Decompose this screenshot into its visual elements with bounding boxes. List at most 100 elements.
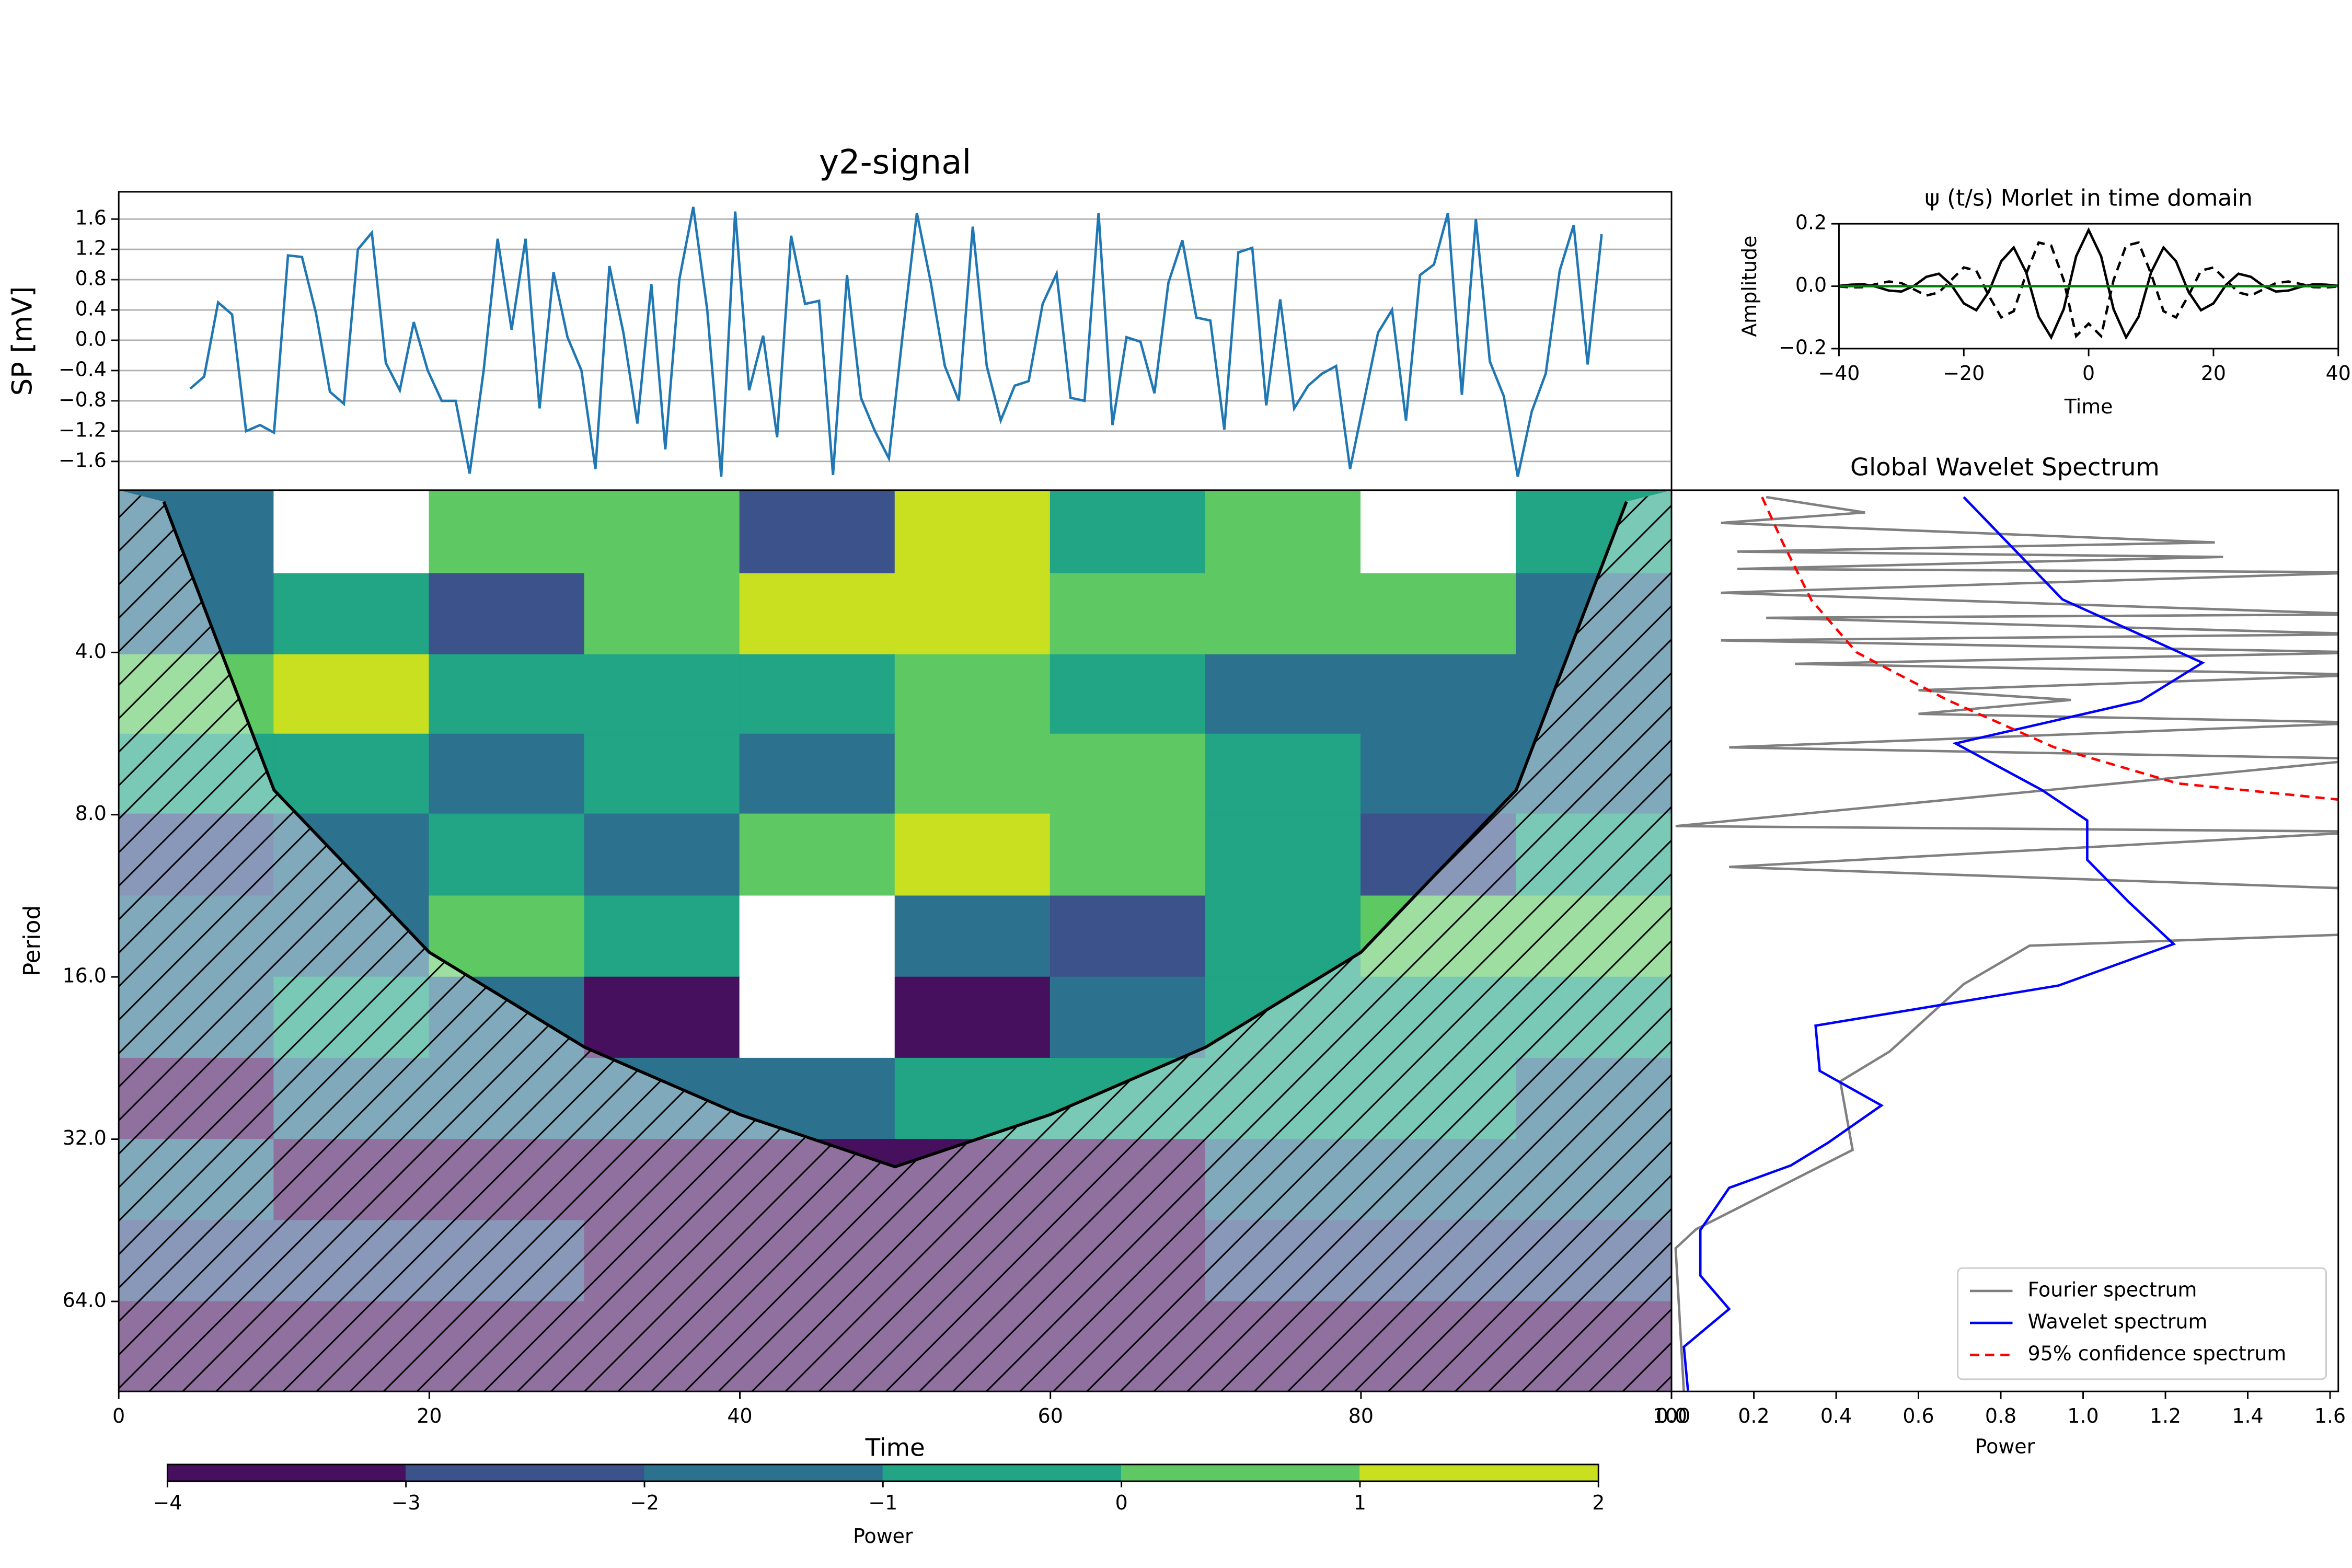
contour-cell — [739, 490, 896, 574]
data-line — [1682, 496, 2205, 1391]
y-tick-label: 1.2 — [75, 237, 107, 260]
x-tick-label: 0.8 — [1985, 1404, 2016, 1427]
y-axis-label: Amplitude — [1738, 236, 1761, 337]
legend-label: 95% confidence spectrum — [2028, 1342, 2287, 1365]
colorbar-tick-label: −4 — [153, 1491, 182, 1514]
x-tick-label: 20 — [2201, 362, 2226, 385]
y-tick-label: 0.8 — [75, 267, 107, 290]
axes-frame — [1670, 489, 2339, 1392]
contour-cell — [739, 654, 896, 735]
contour-cell — [584, 813, 741, 897]
contour-cell — [429, 654, 585, 735]
y-tick-label: 64.0 — [63, 1288, 107, 1311]
colorbar-frame — [166, 1463, 1599, 1482]
data-line — [1839, 241, 2338, 339]
x-tick-label: 1.4 — [2232, 1404, 2263, 1427]
x-tick-label: 40 — [727, 1404, 752, 1427]
contour-cell — [584, 573, 741, 655]
data-line — [1674, 495, 2338, 1392]
y-tick-label: −1.2 — [59, 418, 107, 441]
x-tick-label: 1.0 — [2067, 1404, 2099, 1427]
contour-cell — [894, 654, 1051, 735]
contour-cell — [1205, 490, 1362, 574]
contour-cell — [894, 976, 1051, 1059]
legend: Fourier spectrum Wavelet spectrum 95% conf… — [1957, 1267, 2327, 1380]
y-tick-label: 4.0 — [75, 640, 107, 663]
x-tick-label: 0.2 — [1738, 1404, 1769, 1427]
contour-cell — [1205, 654, 1362, 735]
x-tick-label: 1.2 — [2150, 1404, 2181, 1427]
colorbar-band — [882, 1464, 1122, 1482]
y-tick-label: 8.0 — [75, 802, 107, 825]
y-tick-label: −0.2 — [1779, 336, 1827, 359]
contour-cell — [894, 733, 1051, 815]
contour-cell — [584, 733, 741, 815]
contour-cell — [429, 573, 585, 655]
colorbar-tick-label: 0 — [1115, 1491, 1128, 1514]
x-tick-label: 0 — [2082, 362, 2095, 385]
chart-title: y2-signal — [819, 143, 971, 182]
contour-cell — [584, 976, 741, 1059]
contour-cell — [1205, 733, 1362, 815]
contour-cell — [1050, 895, 1206, 978]
contour-cell — [894, 895, 1051, 978]
colorbar-band — [405, 1464, 645, 1482]
contour-cell — [584, 895, 741, 978]
contour-cell — [894, 813, 1051, 897]
x-axis-label: Time — [865, 1433, 925, 1461]
contour-cell — [1205, 813, 1362, 897]
contour-cell — [739, 813, 896, 897]
contour-cell — [273, 733, 430, 815]
y-tick-label: −0.4 — [59, 358, 107, 381]
colorbar-band — [167, 1464, 407, 1482]
axes-frame — [1838, 223, 2339, 350]
contour-cell — [1361, 654, 1517, 735]
x-tick-label: 0.6 — [1903, 1404, 1934, 1427]
data-line — [189, 206, 1603, 477]
y-tick-label: −0.8 — [59, 388, 107, 411]
contour-cell — [1205, 573, 1362, 655]
colorbar-tick-label: −1 — [868, 1491, 897, 1514]
y-axis-label: SP [mV] — [7, 286, 39, 396]
coi-hatch — [119, 490, 1672, 1392]
contour-cell — [1361, 490, 1517, 574]
x-tick-label: 60 — [1038, 1404, 1063, 1427]
contour-cell — [273, 573, 430, 655]
chart-title: Global Wavelet Spectrum — [1850, 453, 2160, 481]
colorbar-band — [1121, 1464, 1361, 1482]
x-tick-label: −20 — [1943, 362, 1985, 385]
legend-box — [1957, 1267, 2327, 1380]
contour-cell — [1050, 654, 1206, 735]
contour-cell — [429, 733, 585, 815]
colorbar-tick-label: −2 — [630, 1491, 659, 1514]
colorbar-band — [644, 1464, 884, 1482]
y-tick-label: 16.0 — [63, 964, 107, 987]
contour-cell — [1205, 895, 1362, 978]
contour-cell — [739, 976, 896, 1059]
contour-cell — [1050, 573, 1206, 655]
x-tick-label: 80 — [1348, 1404, 1374, 1427]
contour-cell — [739, 895, 896, 978]
colorbar-label: Power — [853, 1525, 913, 1548]
x-tick-label: 1.6 — [2314, 1404, 2346, 1427]
data-line — [1839, 227, 2338, 340]
contour-cell — [429, 490, 585, 574]
y-tick-label: 0.2 — [1795, 211, 1827, 234]
contour-cell — [273, 654, 430, 735]
colorbar-tick-label: 2 — [1592, 1491, 1605, 1514]
colorbar-tick-label: 1 — [1354, 1491, 1366, 1514]
contour-cell — [1361, 733, 1517, 815]
contour-cell — [584, 490, 741, 574]
x-tick-label: 0 — [112, 1404, 125, 1427]
coi-line — [162, 501, 1628, 1169]
y-tick-label: 32.0 — [63, 1126, 107, 1149]
contour-cell — [894, 573, 1051, 655]
contour-cell — [273, 490, 430, 574]
x-tick-label: −40 — [1818, 362, 1860, 385]
y-tick-label: 0.4 — [75, 297, 107, 320]
colorbar-band — [1359, 1464, 1599, 1482]
y-axis-label: Period — [19, 905, 45, 976]
legend-label: Fourier spectrum — [2028, 1278, 2197, 1301]
